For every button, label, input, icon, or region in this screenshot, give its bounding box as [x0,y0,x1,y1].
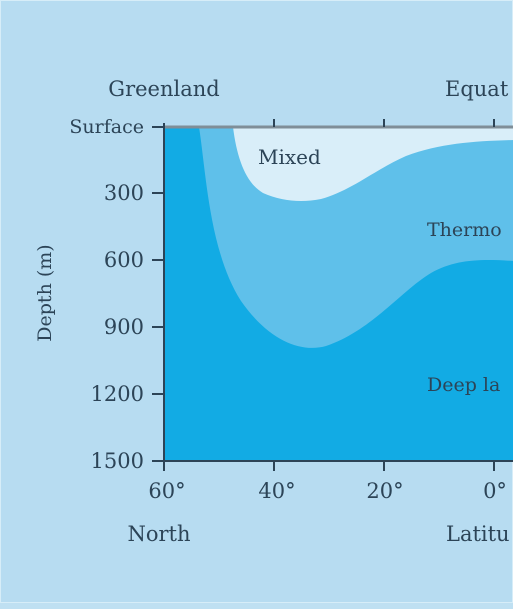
x-tick-label: 20° [366,479,403,503]
x-tick-label: 0° [483,479,507,503]
y-axis-title: Depth (m) [34,244,56,341]
north-label: North [127,522,190,546]
deep-layer-label: Deep la [427,374,500,396]
x-tick-label: 60° [148,479,185,503]
y-tick-label: Surface [69,116,144,138]
mixed-layer-region [233,127,513,201]
plot-area [164,127,513,460]
equator-label: Equat [445,77,509,101]
latitude-label: Latitu [446,522,510,546]
greenland-label: Greenland [108,77,219,101]
x-tick-label: 40° [258,479,295,503]
y-tick-label: 300 [104,181,144,205]
y-tick-label: 1200 [91,382,144,406]
y-tick-label: 600 [104,248,144,272]
y-tick-label: 900 [104,315,144,339]
y-tick-label: 1500 [91,449,144,473]
thermocline-layer-label: Thermo [427,219,502,241]
mixed-layer-label: Mixed [258,145,321,169]
